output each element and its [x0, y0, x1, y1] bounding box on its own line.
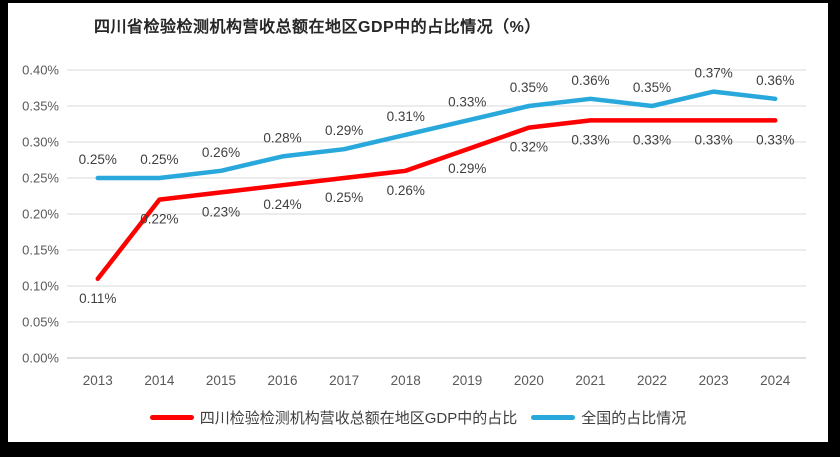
y-tick-label: 0.10%	[22, 279, 59, 294]
x-tick-label: 2015	[206, 373, 236, 388]
x-tick-label: 2017	[329, 373, 359, 388]
data-label: 0.25%	[325, 190, 363, 205]
data-label: 0.29%	[325, 123, 363, 138]
legend-line-swatch-blue	[531, 415, 576, 420]
data-label: 0.25%	[79, 152, 117, 167]
data-label: 0.22%	[140, 212, 178, 227]
series-line-0	[95, 118, 778, 282]
y-tick-label: 0.05%	[22, 315, 59, 330]
data-label: 0.36%	[571, 73, 609, 88]
x-tick-label: 2023	[699, 373, 729, 388]
chart-title: 四川省检验检测机构营收总额在地区GDP中的占比情况（%）	[94, 19, 541, 36]
y-tick-label: 0.00%	[22, 351, 59, 366]
data-label: 0.24%	[263, 197, 301, 212]
x-tick-label: 2022	[637, 373, 667, 388]
data-label: 0.37%	[694, 66, 732, 81]
x-tick-label: 2019	[452, 373, 482, 388]
data-label: 0.26%	[202, 145, 240, 160]
chart-area: 四川省检验检测机构营收总额在地区GDP中的占比情况（%） 0.00% 0.05% 0…	[8, 3, 828, 442]
x-tick-label: 2014	[144, 373, 175, 388]
x-tick-label: 2024	[760, 373, 791, 388]
x-tick-label: 2020	[514, 373, 544, 388]
data-label: 0.33%	[448, 94, 486, 109]
y-tick-label: 0.35%	[22, 99, 59, 114]
legend-line-swatch-red	[149, 415, 194, 420]
legend-item-sichuan: 四川检验检测机构营收总额在地区GDP中的占比	[149, 407, 518, 428]
x-tick-label: 2018	[391, 373, 421, 388]
data-label: 0.35%	[633, 80, 671, 95]
data-label: 0.31%	[387, 109, 425, 124]
data-label: 0.33%	[571, 132, 609, 147]
legend-label-sichuan: 四川检验检测机构营收总额在地区GDP中的占比	[199, 410, 518, 427]
data-label: 0.26%	[387, 183, 425, 198]
y-tick-label: 0.40%	[22, 63, 59, 78]
series-0-data-labels: 0.11% 0.22% 0.23% 0.24% 0.25% 0.26% 0.29% 0.32%…	[79, 132, 794, 305]
y-tick-label: 0.25%	[22, 171, 59, 186]
data-label: 0.23%	[202, 204, 240, 219]
series-1-data-labels: 0.25% 0.25% 0.26% 0.28% 0.29% 0.31% 0.33% 0.35%…	[79, 66, 795, 167]
x-tick-label: 2016	[268, 373, 298, 388]
data-label: 0.35%	[510, 80, 548, 95]
data-label: 0.11%	[79, 291, 116, 306]
data-label: 0.33%	[633, 132, 671, 147]
legend-label-national: 全国的占比情况	[581, 410, 687, 427]
legend-item-national: 全国的占比情况	[531, 407, 686, 428]
x-tick-label: 2021	[575, 373, 605, 388]
data-label: 0.33%	[756, 132, 794, 147]
data-label: 0.33%	[694, 132, 732, 147]
gridlines	[67, 69, 806, 359]
data-label: 0.29%	[448, 161, 486, 176]
data-label: 0.28%	[263, 130, 301, 145]
data-label: 0.25%	[140, 152, 178, 167]
series-line-1	[95, 89, 778, 181]
chart-legend: 四川检验检测机构营收总额在地区GDP中的占比 全国的占比情况	[8, 407, 828, 428]
y-tick-label: 0.30%	[22, 135, 59, 150]
data-label: 0.36%	[756, 73, 794, 88]
y-axis-tick-labels: 0.00% 0.05% 0.10% 0.15% 0.20% 0.25% 0.30% 0.35%…	[22, 63, 59, 366]
x-tick-label: 2013	[83, 373, 113, 388]
chart-plot-canvas: 0.00% 0.05% 0.10% 0.15% 0.20% 0.25% 0.30% 0.35%…	[22, 63, 806, 388]
x-axis-tick-labels: 2013 2014 2015 2016 2017 2018 2019 2020 2021 2022…	[83, 373, 791, 388]
y-tick-label: 0.15%	[22, 243, 59, 258]
y-tick-label: 0.20%	[22, 207, 59, 222]
data-label: 0.32%	[510, 140, 548, 155]
